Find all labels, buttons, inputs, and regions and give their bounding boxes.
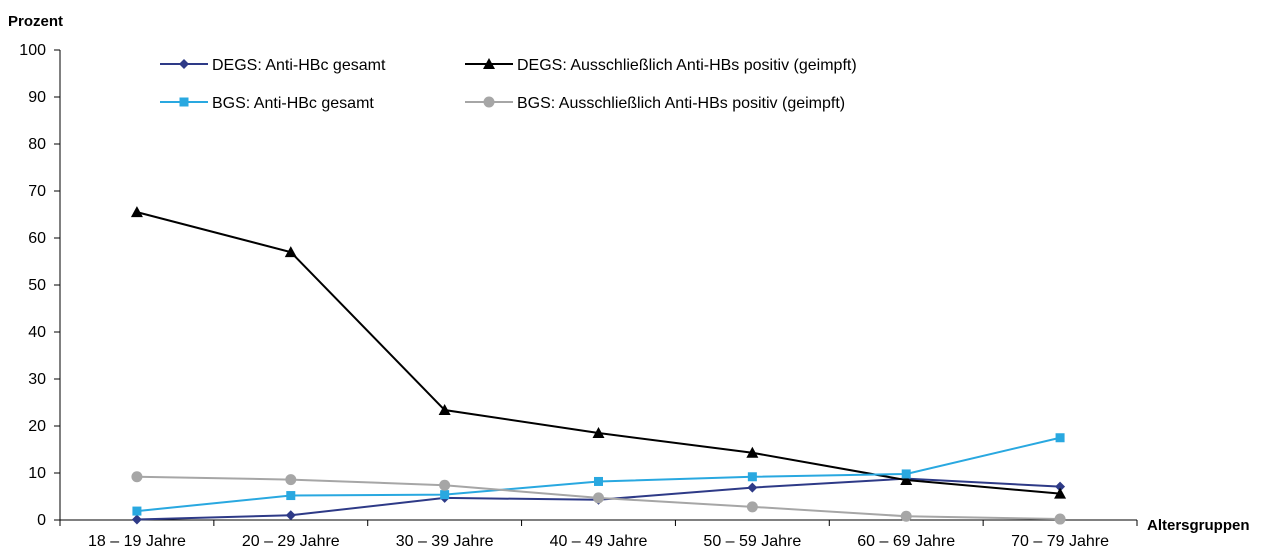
y-tick-label: 30 xyxy=(28,371,46,388)
y-tick-label: 10 xyxy=(28,465,46,482)
legend-item: DEGS: Ausschließlich Anti-HBs positiv (g… xyxy=(465,57,857,74)
axes: 0 10 20 30 40 50 60 70 80 90 100 18 – 19 Jahre 20 – … xyxy=(19,42,1138,549)
data-point xyxy=(440,490,450,500)
data-point xyxy=(285,474,297,486)
legend-marker xyxy=(483,58,495,69)
legend-label: BGS: Anti-HBc gesamt xyxy=(212,95,374,112)
data-point xyxy=(747,472,757,482)
legend-item: BGS: Anti-HBc gesamt xyxy=(160,95,374,112)
legend-marker xyxy=(483,96,495,108)
data-point xyxy=(594,476,603,486)
y-tick-label: 90 xyxy=(28,89,46,106)
data-point xyxy=(439,479,451,491)
y-tick-label: 60 xyxy=(28,230,46,247)
x-tick-label: 60 – 69 Jahre xyxy=(857,533,955,549)
y-axis-title: Prozent xyxy=(8,13,63,30)
y-tick-label: 40 xyxy=(28,324,46,341)
data-point xyxy=(746,446,759,458)
y-tick-label: 70 xyxy=(28,183,46,200)
y-tick-label: 20 xyxy=(28,418,46,435)
x-tick-label: 30 – 39 Jahre xyxy=(396,533,494,549)
data-point xyxy=(284,246,297,258)
data-point xyxy=(130,206,143,218)
y-tick-label: 100 xyxy=(19,42,46,59)
data-point xyxy=(438,404,451,416)
legend: DEGS: Anti-HBc gesamt DEGS: Ausschließlic… xyxy=(160,57,857,112)
data-point xyxy=(592,427,605,439)
data-point xyxy=(131,514,142,525)
legend-item: BGS: Ausschließlich Anti-HBs positiv (ge… xyxy=(465,95,845,112)
x-tick-label: 40 – 49 Jahre xyxy=(550,533,648,549)
x-tick-label: 18 – 19 Jahre xyxy=(88,533,186,549)
data-point xyxy=(132,506,142,516)
y-tick-label: 80 xyxy=(28,136,46,153)
series-bgs-anti-hbc xyxy=(132,433,1065,516)
series-layer xyxy=(130,206,1067,525)
legend-label: BGS: Ausschließlich Anti-HBs positiv (ge… xyxy=(517,95,845,112)
data-point xyxy=(900,510,912,522)
data-point xyxy=(593,492,604,504)
series-line xyxy=(136,211,1061,495)
data-point xyxy=(900,474,913,486)
legend-label: DEGS: Anti-HBc gesamt xyxy=(212,57,386,74)
data-point xyxy=(747,482,758,493)
data-point xyxy=(131,471,143,483)
data-point xyxy=(1054,513,1066,525)
x-tick-label: 50 – 59 Jahre xyxy=(703,533,801,549)
data-point xyxy=(285,510,296,521)
legend-label: DEGS: Ausschließlich Anti-HBs positiv (g… xyxy=(517,57,857,74)
data-point xyxy=(1055,433,1065,443)
data-point xyxy=(1055,481,1066,492)
data-point xyxy=(1054,487,1067,499)
x-axis-title: Altersgruppen xyxy=(1147,517,1250,534)
y-tick-label: 0 xyxy=(37,512,46,529)
series-bgs-anti-hbs xyxy=(131,471,1066,525)
data-point xyxy=(746,501,758,513)
legend-item: DEGS: Anti-HBc gesamt xyxy=(160,57,386,74)
series-degs-anti-hbs xyxy=(130,206,1067,499)
legend-marker xyxy=(179,59,189,69)
data-point xyxy=(286,491,296,501)
x-tick-label: 70 – 79 Jahre xyxy=(1011,533,1109,549)
y-tick-label: 50 xyxy=(28,277,46,294)
data-point xyxy=(901,469,911,479)
legend-marker xyxy=(179,97,189,107)
x-tick-label: 20 – 29 Jahre xyxy=(242,533,340,549)
